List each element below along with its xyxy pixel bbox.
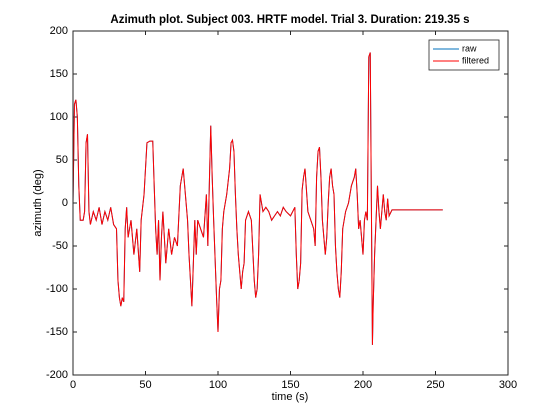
x-tick-label: 0: [70, 379, 76, 391]
x-tick-label: 250: [426, 379, 444, 391]
chart-title: Azimuth plot. Subject 003. HRTF model. T…: [110, 14, 469, 26]
y-tick-label: 100: [50, 111, 68, 123]
x-tick-label: 100: [209, 379, 227, 391]
axes-box: [72, 30, 509, 376]
y-axis-label: azimuth (deg): [32, 169, 44, 236]
legend-label: raw: [462, 43, 477, 53]
y-tick-label: 50: [56, 154, 68, 166]
x-tick-label: 200: [354, 379, 372, 391]
plot-area: [73, 31, 508, 375]
legend-box: [428, 39, 500, 71]
y-tick-label: -200: [46, 369, 68, 381]
y-tick-label: -100: [46, 283, 68, 295]
x-tick-label: 150: [281, 379, 299, 391]
y-tick-label: 0: [62, 197, 68, 209]
x-axis-label: time (s): [272, 391, 309, 403]
y-tick-label: -150: [46, 326, 68, 338]
y-tick-label: -50: [52, 240, 68, 252]
y-tick-label: 150: [50, 68, 68, 80]
legend-label: filtered: [462, 55, 489, 65]
x-tick-label: 300: [499, 379, 517, 391]
y-tick-label: 200: [50, 25, 68, 37]
x-tick-label: 50: [139, 379, 151, 391]
series-line: [72, 52, 443, 345]
